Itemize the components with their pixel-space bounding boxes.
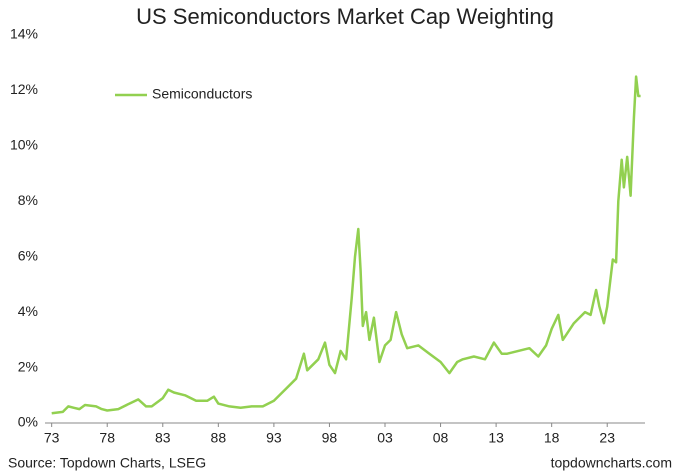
x-tick-label: 18 (544, 430, 560, 446)
series-line (51, 75, 641, 415)
watermark: topdowncharts.com (551, 455, 672, 471)
y-tick-label: 10% (10, 137, 38, 153)
x-tick-label: 08 (433, 430, 449, 446)
y-tick-label: 2% (18, 358, 38, 374)
y-tick-label: 4% (18, 303, 38, 319)
x-tick-label: 73 (44, 430, 60, 446)
x-tick-label: 98 (322, 430, 338, 446)
x-tick-label: 78 (99, 430, 115, 446)
y-tick-label: 14% (10, 26, 38, 42)
source: Source: Topdown Charts, LSEG (8, 455, 206, 471)
y-tick-label: 6% (18, 247, 38, 263)
x-tick-label: 23 (599, 430, 615, 446)
y-tick-label: 0% (18, 414, 38, 430)
chart-title: US Semiconductors Market Cap Weighting (136, 4, 554, 29)
x-tick-label: 03 (377, 430, 393, 446)
x-tick-label: 93 (266, 430, 282, 446)
x-tick-label: 13 (488, 430, 504, 446)
y-tick-label: 12% (10, 81, 38, 97)
x-tick-label: 83 (155, 430, 171, 446)
y-tick-label: 8% (18, 192, 38, 208)
legend-label: Semiconductors (152, 86, 252, 102)
x-tick-label: 88 (211, 430, 227, 446)
